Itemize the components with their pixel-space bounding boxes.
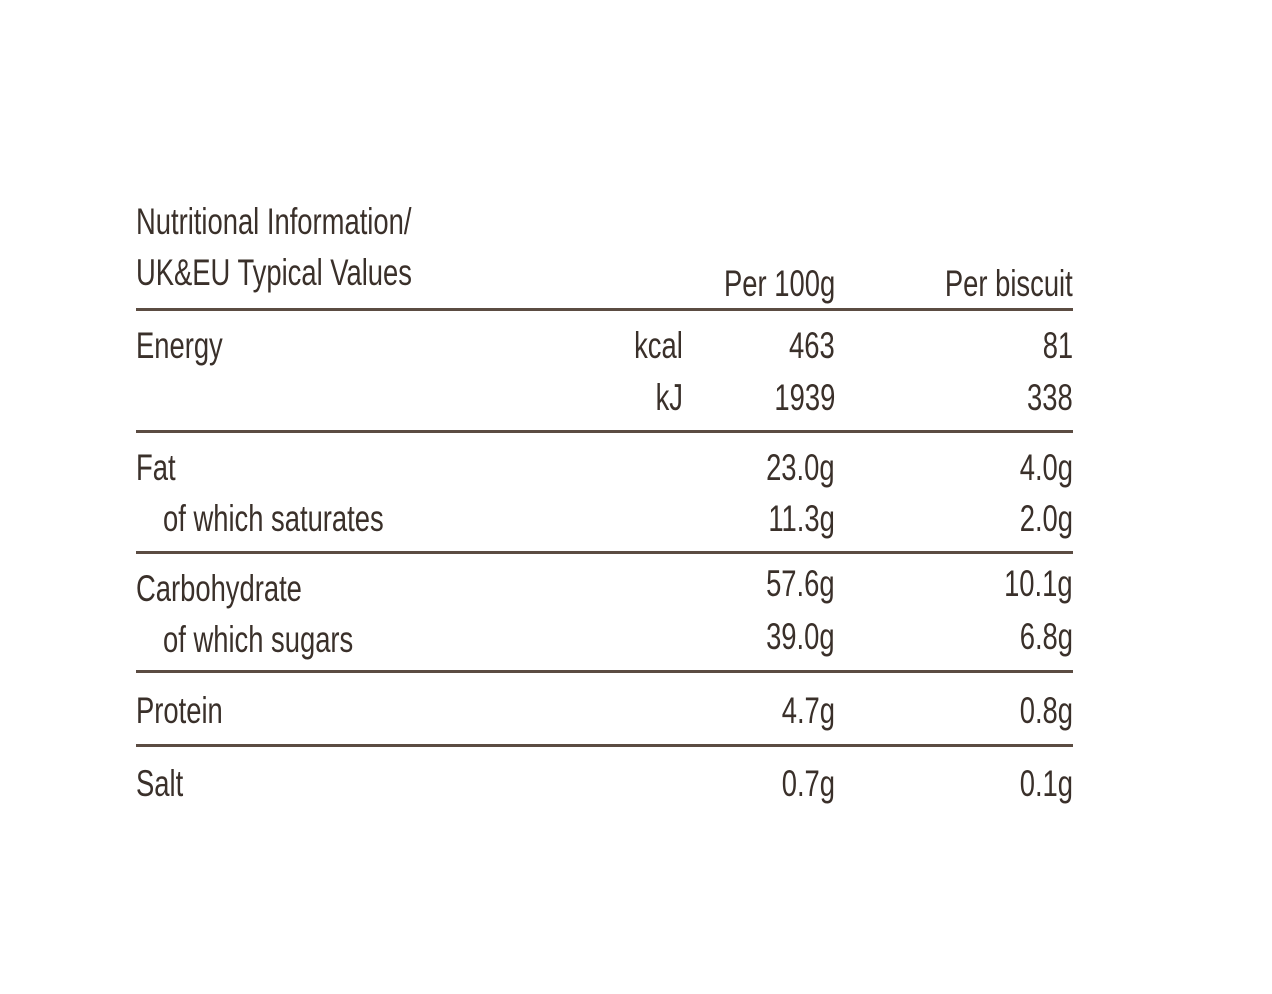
row-label-salt: Salt	[136, 763, 184, 804]
energy-kcal-per-biscuit: 81	[1042, 325, 1073, 366]
row-label-energy: Energy	[136, 325, 223, 366]
fat-per-biscuit: 4.0g	[1019, 447, 1073, 488]
unit-kj: kJ	[655, 377, 683, 418]
protein-per-100g: 4.7g	[781, 690, 835, 731]
salt-per-100g: 0.7g	[781, 763, 835, 804]
energy-kcal-per-100g: 463	[789, 325, 835, 366]
saturates-per-biscuit: 2.0g	[1019, 498, 1073, 539]
sugars-per-biscuit: 6.8g	[1019, 616, 1073, 657]
header-rule	[136, 308, 1073, 311]
fat-rule	[136, 551, 1073, 554]
carbohydrate-rule	[136, 670, 1073, 673]
column-header-per-100g: Per 100g	[723, 263, 835, 304]
salt-per-biscuit: 0.1g	[1019, 763, 1073, 804]
carbohydrate-per-biscuit: 10.1g	[1004, 563, 1073, 604]
row-label-protein: Protein	[136, 690, 223, 731]
protein-rule	[136, 744, 1073, 747]
row-label-saturates: of which saturates	[163, 498, 384, 539]
energy-kj-per-100g: 1939	[774, 377, 835, 418]
fat-per-100g: 23.0g	[766, 447, 835, 488]
protein-per-biscuit: 0.8g	[1019, 690, 1073, 731]
table-title-line2: UK&EU Typical Values	[136, 252, 412, 293]
row-label-carbohydrate: Carbohydrate	[136, 568, 302, 609]
energy-rule	[136, 430, 1073, 433]
row-label-sugars: of which sugars	[163, 619, 354, 660]
energy-kj-per-biscuit: 338	[1027, 377, 1073, 418]
unit-kcal: kcal	[634, 325, 683, 366]
table-title-line1: Nutritional Information/	[136, 201, 412, 242]
sugars-per-100g: 39.0g	[766, 616, 835, 657]
column-header-per-biscuit: Per biscuit	[945, 263, 1073, 304]
saturates-per-100g: 11.3g	[768, 498, 835, 539]
carbohydrate-per-100g: 57.6g	[766, 563, 835, 604]
row-label-fat: Fat	[136, 447, 176, 488]
